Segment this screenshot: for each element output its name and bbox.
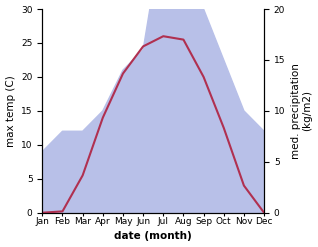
Y-axis label: max temp (C): max temp (C) — [5, 75, 16, 147]
X-axis label: date (month): date (month) — [114, 231, 192, 242]
Y-axis label: med. precipitation
(kg/m2): med. precipitation (kg/m2) — [291, 63, 313, 159]
